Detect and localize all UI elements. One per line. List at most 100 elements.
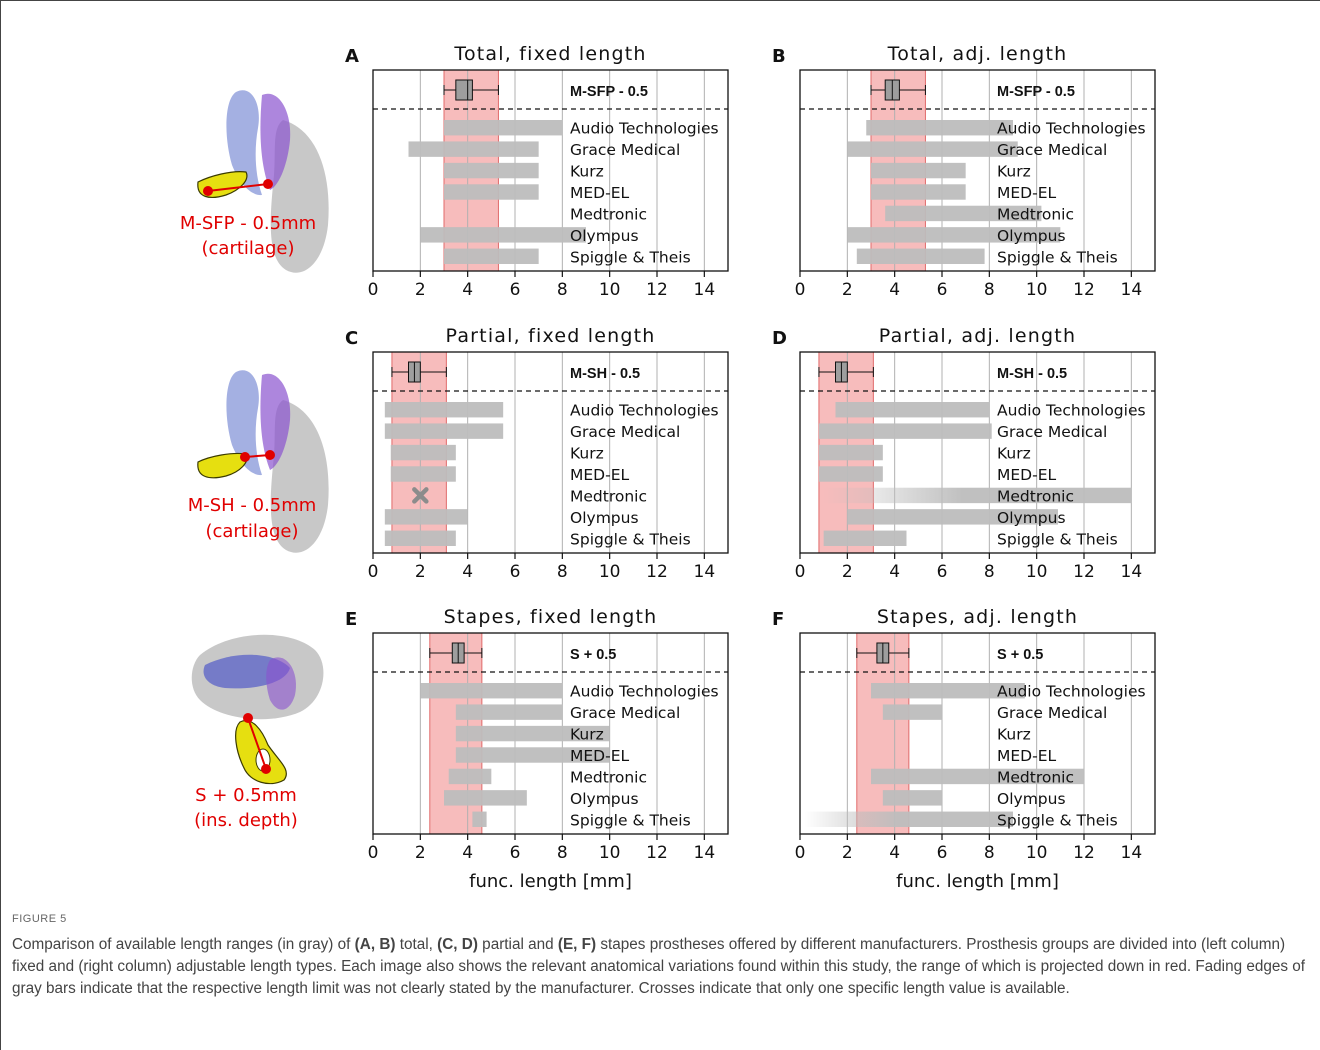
length-range-bar: [818, 423, 992, 439]
caption-panel-ref-ef: (E, F): [557, 936, 597, 953]
manufacturer-label: MED-EL: [997, 747, 1056, 765]
x-tick-label: 10: [1026, 843, 1048, 863]
chart-panel-a: Audio Technologies Grace Medical Kurz MED-E…: [345, 43, 729, 300]
manufacturer-label: Medtronic: [570, 768, 647, 786]
manufacturer-label: MED-EL: [997, 466, 1056, 484]
caption-part: total,: [395, 936, 438, 953]
x-tick-label: 8: [557, 280, 568, 300]
panel-title: Total, fixed length: [453, 43, 646, 65]
x-tick-label: 8: [557, 562, 568, 582]
single-length-cross: [412, 487, 429, 504]
length-range-bar: [384, 509, 468, 525]
x-tick-label: 12: [646, 562, 668, 582]
manufacturer-label: Medtronic: [570, 205, 647, 223]
x-tick-label: 0: [795, 562, 806, 582]
caption-part: stapes prostheses offered by different m…: [12, 936, 1306, 997]
x-tick-label: 10: [1026, 562, 1048, 582]
x-tick-label: 12: [1073, 280, 1095, 300]
measurement-label: S + 0.5: [997, 647, 1043, 663]
manufacturer-label: Kurz: [570, 163, 604, 181]
manufacturer-label: Grace Medical: [997, 704, 1107, 722]
caption-part: Comparison of available length ranges (i…: [12, 936, 355, 953]
x-tick-label: 8: [557, 843, 568, 863]
x-tick-label: 10: [599, 843, 621, 863]
measurement-label: M-SFP - 0.5: [570, 84, 648, 100]
anatomy-label-stapes-line2: (ins. depth): [194, 810, 298, 831]
x-tick-label: 4: [462, 562, 473, 582]
manufacturer-label: Kurz: [997, 163, 1031, 181]
x-tick-label: 14: [1121, 843, 1143, 863]
figure-label: FIGURE 5: [12, 913, 67, 925]
manufacturer-label: Grace Medical: [997, 423, 1107, 441]
x-tick-label: 14: [1121, 280, 1143, 300]
chart-panel-f: Audio Technologies Grace Medical Kurz MED-E…: [772, 606, 1156, 892]
manufacturer-label: Medtronic: [997, 487, 1074, 505]
x-tick-label: 12: [646, 843, 668, 863]
x-tick-label: 10: [599, 562, 621, 582]
manufacturer-label: Olympus: [570, 790, 639, 808]
manufacturer-label: Spiggle & Theis: [997, 530, 1118, 548]
caption-panel-ref-cd: (C, D): [437, 936, 478, 953]
manufacturer-label: Spiggle & Theis: [997, 248, 1118, 266]
length-range-bar: [390, 466, 456, 482]
manufacturer-label: Spiggle & Theis: [570, 248, 691, 266]
manufacturer-label: Audio Technologies: [570, 402, 719, 420]
caption-part: partial and: [477, 936, 558, 953]
length-range-bar: [384, 423, 504, 439]
x-tick-label: 6: [510, 843, 521, 863]
x-tick-label: 4: [889, 843, 900, 863]
manufacturer-label: Audio Technologies: [997, 120, 1146, 138]
manufacturer-label: MED-EL: [570, 747, 629, 765]
manufacturer-label: MED-EL: [570, 466, 629, 484]
boxplot-box: [455, 79, 473, 101]
length-range-bar: [444, 248, 539, 264]
manufacturer-label: Kurz: [997, 726, 1031, 744]
x-tick-label: 4: [462, 843, 473, 863]
plot-frame: [799, 351, 1156, 554]
manufacturer-label: Audio Technologies: [997, 683, 1146, 701]
x-tick-label: 14: [1121, 562, 1143, 582]
manufacturer-label: Medtronic: [997, 205, 1074, 223]
measurement-label: M-SH - 0.5: [570, 366, 640, 382]
x-tick-label: 14: [694, 280, 716, 300]
length-range-bar: [882, 704, 942, 720]
manufacturer-label: Olympus: [570, 509, 639, 527]
figure-canvas: M-SFP - 0.5mm (cartilage) M-SH - 0.5mm (…: [180, 43, 1156, 892]
panel-letter: E: [345, 609, 357, 630]
manufacturer-label: MED-EL: [570, 184, 629, 202]
manufacturer-label: Spiggle & Theis: [997, 811, 1118, 829]
anatomy-label-total-line1: M-SFP - 0.5mm: [180, 213, 316, 234]
chart-panels: Audio Technologies Grace Medical Kurz MED-E…: [345, 43, 1156, 892]
x-tick-label: 4: [462, 280, 473, 300]
x-axis-label: func. length [mm]: [896, 871, 1059, 892]
x-tick-label: 2: [415, 843, 426, 863]
x-tick-label: 8: [984, 280, 995, 300]
manufacturer-label: Grace Medical: [570, 141, 680, 159]
length-range-bar: [408, 141, 539, 157]
manufacturer-label: Kurz: [570, 445, 604, 463]
x-tick-label: 2: [842, 843, 853, 863]
length-range-bar: [455, 725, 610, 742]
length-range-bar: [871, 683, 1025, 699]
x-tick-label: 12: [1073, 843, 1095, 863]
x-axis-label: func. length [mm]: [469, 871, 632, 892]
x-tick-label: 2: [415, 562, 426, 582]
x-tick-label: 0: [368, 843, 379, 863]
x-tick-label: 0: [368, 562, 379, 582]
x-tick-label: 14: [694, 562, 716, 582]
x-tick-label: 2: [415, 280, 426, 300]
manufacturer-label: Spiggle & Theis: [570, 530, 691, 548]
manufacturer-label: Olympus: [997, 509, 1066, 527]
manufacturer-label: Audio Technologies: [997, 402, 1146, 420]
length-range-bar: [448, 768, 492, 785]
x-tick-label: 0: [368, 280, 379, 300]
chart-panel-e: Audio Technologies Grace Medical Kurz MED-E…: [345, 606, 729, 892]
x-tick-label: 2: [842, 562, 853, 582]
measurement-label: M-SFP - 0.5: [997, 84, 1075, 100]
manufacturer-label: Grace Medical: [570, 704, 680, 722]
anatomy-label-total-line2: (cartilage): [202, 238, 295, 259]
manufacturer-label: Medtronic: [997, 768, 1074, 786]
manufacturer-label: Kurz: [570, 726, 604, 744]
plot-frame: [372, 632, 729, 835]
